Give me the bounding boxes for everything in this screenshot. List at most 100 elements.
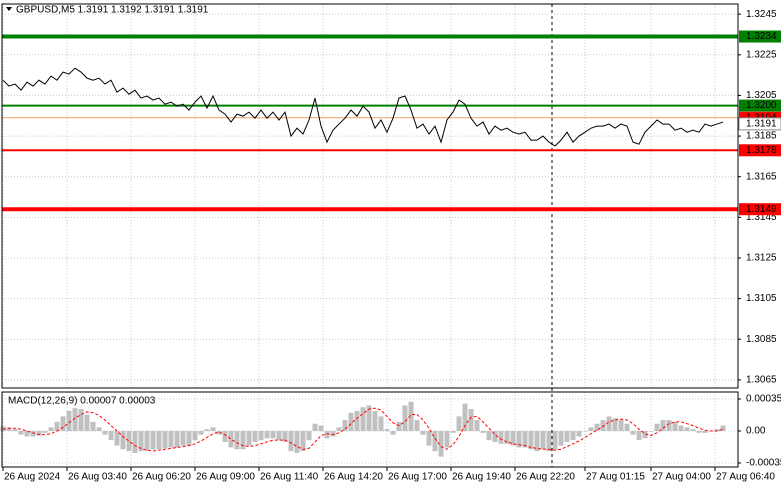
macd-bar xyxy=(36,431,42,436)
labels: 26 Aug 2024 26 Aug 03:40 26 Aug 06:20 26 Au… xyxy=(2,9,781,483)
x-tick-label: 27 Aug 01:15 xyxy=(586,472,645,483)
macd-bar xyxy=(78,409,84,432)
macd-bar xyxy=(426,431,432,446)
macd-bar xyxy=(618,420,624,432)
y-tick-label: 1.3205 xyxy=(746,90,777,101)
macd-bar xyxy=(690,429,696,432)
level-label-box xyxy=(739,144,781,157)
last-price-label: 1.3191 xyxy=(746,119,777,130)
macd-bar xyxy=(486,431,492,441)
macd-bar xyxy=(582,431,588,432)
y-tick-label: 1.3105 xyxy=(746,293,777,304)
level-label-box xyxy=(739,99,781,112)
macd-bar xyxy=(432,431,438,452)
macd-bar xyxy=(348,412,354,432)
macd-bar xyxy=(414,420,420,432)
macd-bar xyxy=(378,416,384,432)
macd-bar xyxy=(528,431,534,450)
macd-bar xyxy=(624,423,630,432)
macd-bar xyxy=(234,431,240,450)
x-tick-label: 26 Aug 17:00 xyxy=(388,472,447,483)
macd-bar xyxy=(54,421,60,432)
macd-bar xyxy=(510,431,516,446)
macd-bar xyxy=(198,431,204,435)
x-tick-label: 26 Aug 19:40 xyxy=(452,472,511,483)
macd-bar xyxy=(492,431,498,442)
macd-signal xyxy=(2,407,724,452)
macd-panel-frame xyxy=(1,391,739,468)
macd-bar xyxy=(408,401,414,432)
macd-bar xyxy=(444,431,450,448)
macd-bar xyxy=(534,431,540,452)
macd-bar xyxy=(642,431,648,439)
macd-bar xyxy=(396,421,402,432)
macd-bar xyxy=(102,431,108,435)
macd-bar xyxy=(546,431,552,452)
macd-bar xyxy=(456,416,462,432)
x-tick-label: 26 Aug 2024 xyxy=(4,472,61,483)
macd-bar xyxy=(324,431,330,439)
macd-bar xyxy=(474,420,480,432)
macd-bar xyxy=(696,431,702,433)
macd-bar xyxy=(300,431,306,452)
macd-bar xyxy=(288,431,294,452)
macd-bar xyxy=(90,421,96,432)
macd-bar xyxy=(132,431,138,453)
y-tick-label: 1.3065 xyxy=(746,375,777,386)
macd-bar xyxy=(402,405,408,432)
macd-bar xyxy=(522,431,528,448)
macd-bar xyxy=(702,431,708,433)
y-tick-label: 1.3225 xyxy=(746,49,777,60)
macd-bar xyxy=(252,431,258,442)
y-tick-label: 1.3185 xyxy=(746,131,777,142)
macd-bar xyxy=(354,410,360,432)
y-tick-label: 1.3245 xyxy=(746,9,777,20)
level-label: 1.3149 xyxy=(746,204,777,215)
macd-bar xyxy=(600,420,606,432)
level-label: 1.3200 xyxy=(746,100,777,111)
macd-bar xyxy=(180,431,186,446)
x-tick-label: 26 Aug 11:40 xyxy=(260,472,319,483)
macd-bar xyxy=(678,425,684,432)
macd-bar xyxy=(108,431,114,441)
macd-bar xyxy=(672,421,678,432)
macd-bar xyxy=(294,431,300,453)
macd-bar xyxy=(318,425,324,432)
menu-triangle xyxy=(6,7,12,11)
macd-bar xyxy=(240,431,246,450)
macd-bar xyxy=(66,410,72,432)
macd-bar xyxy=(264,431,270,439)
macd-bar xyxy=(60,416,66,432)
macd-bar xyxy=(174,431,180,448)
macd-bar xyxy=(6,427,12,432)
macd-bar xyxy=(42,431,48,433)
macd-bar xyxy=(468,409,474,432)
macd-bar xyxy=(96,427,102,432)
macd-bar xyxy=(606,416,612,432)
macd-bar xyxy=(138,431,144,452)
macd-bar xyxy=(714,429,720,432)
macd-bar xyxy=(222,431,228,442)
macd-bar xyxy=(558,431,564,446)
price-panel-frame xyxy=(1,3,739,389)
macd-bar xyxy=(636,431,642,441)
macd-bar xyxy=(114,431,120,446)
macd-bar xyxy=(270,431,276,439)
macd-bar xyxy=(462,403,468,432)
macd-bar xyxy=(18,431,24,435)
y-tick-label: 1.3165 xyxy=(746,171,777,182)
last-price-box xyxy=(738,117,781,131)
macd-bar xyxy=(516,431,522,448)
macd-bar xyxy=(540,431,546,450)
macd-bar xyxy=(162,431,168,449)
macd-bar xyxy=(654,423,660,432)
macd-bar xyxy=(210,427,216,432)
macd-bar xyxy=(126,431,132,452)
macd-bar xyxy=(588,427,594,432)
macd-bar xyxy=(498,431,504,444)
macd-bar xyxy=(12,429,18,432)
macd-bar xyxy=(360,407,366,432)
macd-bar xyxy=(48,427,54,432)
macd-bar xyxy=(156,431,162,450)
macd-bar xyxy=(630,431,636,435)
